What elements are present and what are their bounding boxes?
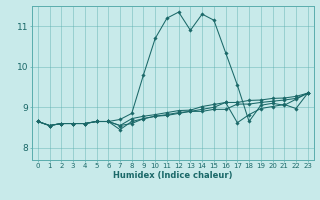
- X-axis label: Humidex (Indice chaleur): Humidex (Indice chaleur): [113, 171, 233, 180]
